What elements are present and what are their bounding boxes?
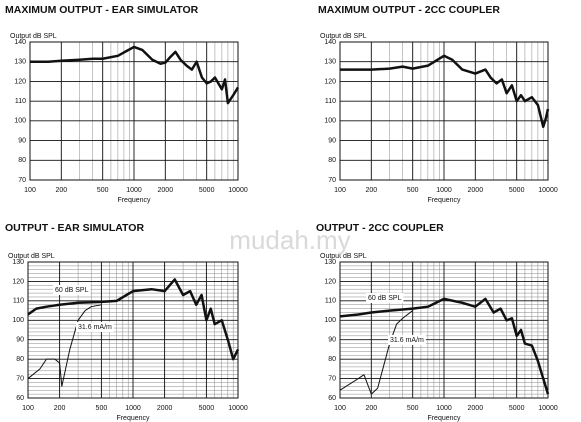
y-tick-label: 110 [325, 298, 336, 305]
x-axis-label: Frequency [117, 197, 151, 204]
y-tick-label: 130 [324, 259, 336, 266]
y-tick-label: 80 [16, 356, 24, 363]
y-tick-label: 80 [328, 157, 336, 164]
series-label: 60 dB SPL [55, 287, 89, 294]
series-line [27, 304, 102, 387]
x-tick-label: 200 [54, 405, 66, 412]
y-tick-label: 110 [325, 98, 336, 105]
series-line [339, 297, 550, 395]
series-label: 31.6 mA/m [390, 337, 424, 344]
y-tick-label: 70 [16, 375, 24, 382]
x-tick-label: 5000 [509, 187, 525, 194]
x-tick-label: 1000 [125, 405, 141, 412]
y-tick-label: 120 [324, 278, 336, 285]
x-tick-label: 1000 [436, 405, 452, 412]
label-background [366, 293, 404, 303]
y-tick-label: 90 [18, 137, 26, 144]
label-background [53, 285, 91, 295]
y-tick-label: 70 [328, 375, 336, 382]
x-tick-label: 200 [55, 187, 67, 194]
x-tick-label: 500 [96, 405, 108, 412]
y-tick-label: 80 [18, 157, 26, 164]
series-line [339, 310, 413, 395]
x-tick-label: 100 [22, 405, 34, 412]
label-background [388, 335, 426, 345]
x-tick-label: 10000 [538, 405, 558, 412]
x-tick-label: 2000 [468, 405, 484, 412]
chart-title: OUTPUT - 2CC COUPLER [316, 222, 444, 234]
x-tick-label: 2000 [468, 187, 484, 194]
x-tick-label: 200 [365, 187, 377, 194]
x-tick-label: 10000 [228, 405, 248, 412]
y-tick-label: 100 [324, 317, 336, 324]
y-tick-label: 130 [324, 59, 336, 66]
y-axis-label: Output dB SPL [320, 253, 367, 260]
series-label: 60 dB SPL [368, 295, 402, 302]
x-axis-label: Frequency [116, 415, 150, 422]
y-tick-label: 130 [14, 59, 26, 66]
x-axis-label: Frequency [427, 197, 461, 204]
x-tick-label: 1000 [126, 187, 142, 194]
y-tick-label: 60 [328, 395, 336, 402]
y-tick-label: 120 [14, 78, 26, 85]
x-axis-label: Frequency [427, 415, 461, 422]
x-tick-label: 10000 [228, 187, 248, 194]
x-tick-label: 500 [407, 405, 419, 412]
x-tick-label: 2000 [157, 405, 173, 412]
y-tick-label: 120 [324, 78, 336, 85]
series-line [30, 45, 240, 105]
y-axis-label: Output dB SPL [320, 33, 367, 40]
series-line [27, 278, 240, 361]
series-line [340, 54, 550, 129]
plot-frame [29, 41, 239, 181]
y-tick-label: 60 [16, 395, 24, 402]
x-tick-label: 5000 [509, 405, 525, 412]
x-tick-label: 100 [334, 405, 346, 412]
x-tick-label: 100 [24, 187, 36, 194]
x-tick-label: 5000 [199, 187, 215, 194]
x-tick-label: 500 [407, 187, 419, 194]
y-tick-label: 100 [14, 118, 26, 125]
x-tick-label: 10000 [538, 187, 558, 194]
y-axis-label: Output dB SPL [8, 253, 55, 260]
x-tick-label: 200 [365, 405, 377, 412]
plot-frame [27, 261, 239, 399]
y-tick-label: 110 [13, 298, 24, 305]
y-axis-label: Output dB SPL [10, 33, 57, 40]
plot-frame [339, 261, 549, 399]
chart-title: MAXIMUM OUTPUT - 2CC COUPLER [318, 4, 500, 16]
label-background [76, 322, 114, 332]
y-tick-label: 100 [12, 317, 24, 324]
y-tick-label: 140 [14, 39, 26, 46]
x-tick-label: 1000 [436, 187, 452, 194]
x-tick-label: 2000 [158, 187, 174, 194]
y-tick-label: 140 [324, 39, 336, 46]
series-label: 31.6 mA/m [78, 324, 112, 331]
y-tick-label: 100 [324, 118, 336, 125]
y-tick-label: 110 [15, 98, 26, 105]
x-tick-label: 5000 [199, 405, 215, 412]
charts: MAXIMUM OUTPUT - EAR SIMULATOR Output dB … [5, 4, 558, 422]
chart-title: MAXIMUM OUTPUT - EAR SIMULATOR [5, 4, 199, 16]
y-tick-label: 130 [12, 259, 24, 266]
chart-title: OUTPUT - EAR SIMULATOR [5, 222, 144, 234]
y-tick-label: 90 [328, 337, 336, 344]
y-tick-label: 70 [18, 177, 26, 184]
y-tick-label: 120 [12, 278, 24, 285]
x-tick-label: 500 [97, 187, 109, 194]
y-tick-label: 90 [328, 137, 336, 144]
y-tick-label: 80 [328, 356, 336, 363]
watermark: mudah.my [229, 225, 350, 255]
y-tick-label: 70 [328, 177, 336, 184]
y-tick-label: 90 [16, 337, 24, 344]
x-tick-label: 100 [334, 187, 346, 194]
